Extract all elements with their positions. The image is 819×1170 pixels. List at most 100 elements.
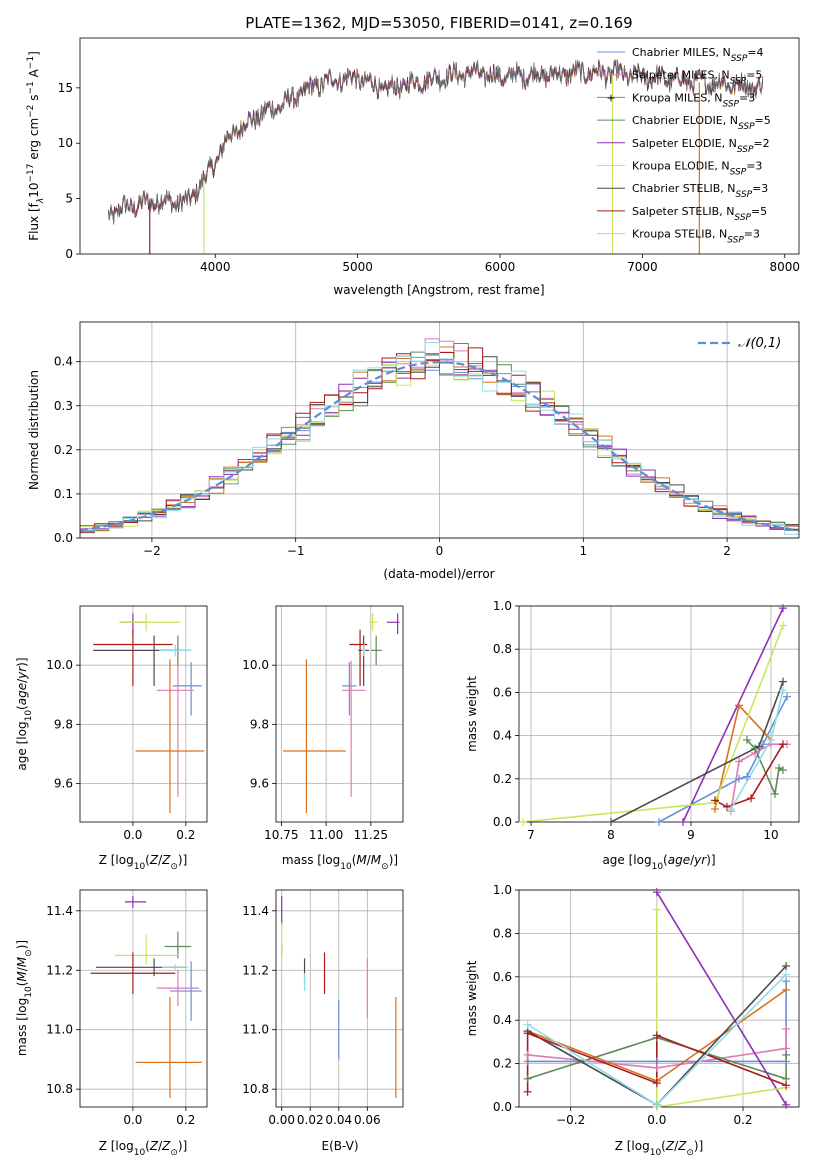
plot-area: [80, 338, 799, 535]
plot-area: [108, 59, 764, 254]
x-tick-label: 10: [763, 828, 778, 842]
x-tick-label: 11.25: [354, 828, 388, 842]
y-axis-label: mass weight: [465, 960, 479, 1036]
x-axis-label: Z [log10(Z/Z⊙)]: [615, 1139, 704, 1158]
panel-residuals: −2 −1 0 1 2 0.0 0.1 0.2 0.3 0.4 𝒩(0,1) (data-model)…: [27, 321, 800, 581]
y-tick-label: 11.0: [242, 1023, 269, 1037]
x-axis-label: mass [log10(M/M⊙)]: [282, 853, 398, 872]
plot-area: [522, 607, 788, 822]
x-axis-label: E(B-V): [321, 1139, 358, 1153]
weight-series-line: [714, 703, 772, 810]
y-tick-label: 9.6: [54, 777, 73, 791]
panel-age_vs_Z: 0.0 0.2 9.6 9.8 10.0 Z [log10(Z/Z⊙)] age [log1…: [15, 605, 208, 872]
y-tick-label: 0.6: [493, 685, 512, 699]
y-tick-label: 10: [58, 136, 73, 150]
y-tick-label: 0.4: [493, 1013, 512, 1027]
x-tick-label: 10.75: [264, 828, 298, 842]
legend-label: Kroupa STELIB, NSSP=3: [632, 228, 760, 246]
x-tick-label: 8000: [769, 260, 800, 274]
x-tick-label: 0.0: [647, 1113, 666, 1127]
x-axis-label: (data-model)/error: [383, 567, 494, 581]
panel-spectrum: 4000 5000 6000 7000 8000 0 5 10 15 Chabrier MILES…: [26, 37, 800, 297]
x-tick-label: 6000: [485, 260, 516, 274]
x-tick-label: 11.00: [309, 828, 343, 842]
plot-area: [93, 613, 205, 814]
y-axis-label: mass weight: [465, 676, 479, 752]
y-tick-label: 11.2: [242, 963, 269, 977]
legend-label: Kroupa MILES, NSSP=3: [632, 91, 755, 109]
figure-title: PLATE=1362, MJD=53050, FIBERID=0141, z=0…: [245, 14, 632, 32]
y-tick-label: 11.4: [242, 904, 269, 918]
y-axis-label: Flux [fλ10−17 erg cm−2 s−1 A−1]: [26, 51, 46, 241]
legend-label: 𝒩(0,1): [738, 336, 781, 351]
y-axis-label: mass [log10(M/M⊙)]: [15, 940, 34, 1056]
y-tick-label: 1.0: [493, 599, 512, 613]
y-tick-label: 0.2: [493, 1057, 512, 1071]
y-tick-label: 9.6: [250, 777, 269, 791]
y-tick-label: 0.3: [54, 399, 73, 413]
x-tick-label: 5000: [342, 260, 373, 274]
y-tick-label: 0.6: [493, 970, 512, 984]
y-tick-label: 0.4: [493, 729, 512, 743]
histogram-step: [80, 338, 799, 531]
axes-frame: [275, 889, 404, 1108]
x-tick-label: −1: [287, 544, 305, 558]
plot-area: [281, 895, 397, 1099]
y-tick-label: 0.0: [493, 815, 512, 829]
x-tick-label: 0: [436, 544, 444, 558]
y-tick-label: 0: [65, 247, 73, 261]
x-tick-label: 0.0: [123, 1113, 142, 1127]
x-axis-label: wavelength [Angstrom, rest frame]: [333, 283, 544, 297]
weight-series-line: [522, 625, 784, 822]
plot-area: [283, 613, 400, 814]
x-tick-label: −0.2: [556, 1113, 585, 1127]
legend-label: Kroupa ELODIE, NSSP=3: [632, 160, 762, 178]
x-tick-label: 0.06: [354, 1113, 381, 1127]
x-tick-label: 8: [607, 828, 615, 842]
y-tick-label: 5: [65, 192, 73, 206]
y-axis-label: Normed distribution: [27, 370, 41, 490]
panel-mass_vs_Z: 0.0 0.2 10.8 11.0 11.2 11.4 Z [log10(Z/Z⊙)] mas…: [15, 889, 208, 1158]
y-tick-label: 15: [58, 81, 73, 95]
axes-frame: [79, 889, 208, 1108]
panel-mass_vs_EBV: 0.00 0.02 0.04 0.06 10.8 11.0 11.2 11.4 E(B-V): [242, 889, 404, 1153]
y-tick-label: 11.0: [46, 1023, 73, 1037]
legend-label: Salpeter STELIB, NSSP=5: [632, 205, 767, 223]
weight-series-line: [656, 891, 787, 1106]
weight-series-line: [714, 743, 784, 808]
axes-frame: [275, 605, 404, 823]
y-tick-label: 0.0: [54, 531, 73, 545]
x-axis-label: Z [log10(Z/Z⊙)]: [99, 1139, 188, 1158]
x-tick-label: 7: [527, 828, 535, 842]
x-axis-label: Z [log10(Z/Z⊙)]: [99, 853, 188, 872]
y-tick-label: 0.0: [493, 1100, 512, 1114]
y-tick-label: 9.8: [54, 717, 73, 731]
x-tick-label: 0.02: [297, 1113, 324, 1127]
y-tick-label: 11.4: [46, 904, 73, 918]
x-tick-label: 0.2: [733, 1113, 752, 1127]
weight-series-line: [658, 696, 788, 822]
y-tick-label: 0.8: [493, 642, 512, 656]
y-tick-label: 0.2: [493, 772, 512, 786]
normal-reference-curve: [80, 360, 799, 532]
y-tick-label: 0.2: [54, 443, 73, 457]
legend-label: Salpeter MILES, NSSP=5: [632, 69, 762, 87]
panel-weight_vs_Z: −0.2 0.0 0.2 0.0 0.2 0.4 0.6 0.8 1.0 mass weight Z…: [465, 883, 800, 1158]
y-tick-label: 11.2: [46, 963, 73, 977]
y-tick-label: 10.0: [242, 658, 269, 672]
y-axis-label: age [log10(age/yr)]: [15, 657, 34, 770]
axes-frame: [79, 37, 800, 255]
legend-label: Salpeter ELODIE, NSSP=2: [632, 137, 770, 155]
y-tick-label: 10.8: [242, 1082, 269, 1096]
spectrum-data-line: [108, 59, 764, 225]
y-tick-label: 9.8: [250, 717, 269, 731]
weight-series-line: [655, 909, 787, 1107]
y-tick-label: 0.1: [54, 487, 73, 501]
x-tick-label: 4000: [200, 260, 231, 274]
y-tick-label: 10.0: [46, 658, 73, 672]
legend-label: Chabrier STELIB, NSSP=3: [632, 182, 768, 200]
legend-label: Chabrier ELODIE, NSSP=5: [632, 114, 771, 132]
x-tick-label: 0.0: [123, 828, 142, 842]
plot-area: [90, 895, 202, 1099]
